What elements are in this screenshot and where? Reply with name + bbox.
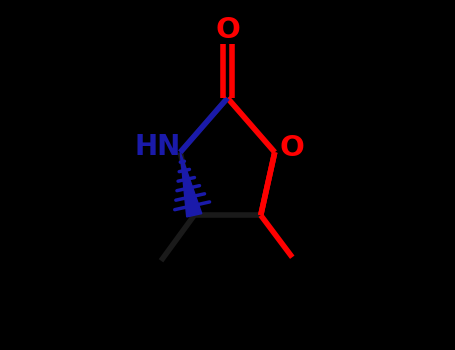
Text: O: O xyxy=(215,16,240,44)
Polygon shape xyxy=(180,152,202,217)
Text: O: O xyxy=(279,134,304,162)
Text: HN: HN xyxy=(134,133,181,161)
